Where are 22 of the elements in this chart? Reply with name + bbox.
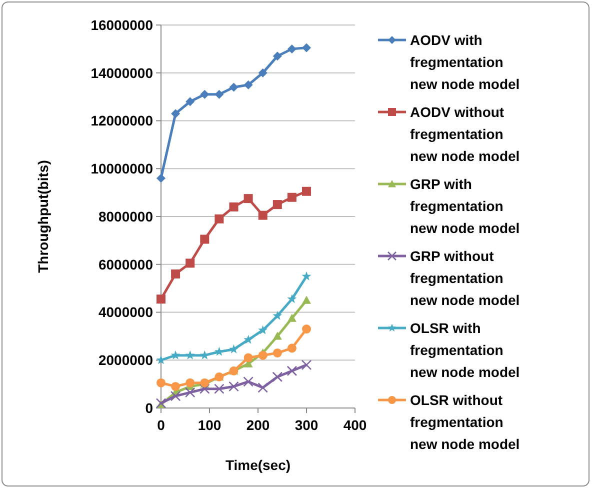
legend-label: GRP without fregmentation new node model [410, 248, 520, 308]
x-axis-title: Time(sec) [225, 457, 291, 473]
y-tick-label: 16000000 [90, 16, 154, 33]
y-tick-label: 6000000 [98, 256, 154, 272]
y-tick-label: 2000000 [98, 352, 154, 368]
y-tick-label: 10000000 [90, 160, 154, 177]
x-tick-label: 0 [157, 417, 166, 433]
y-tick-label: 0 [145, 400, 154, 416]
legend-label: AODV without fregmentation new node model [410, 104, 520, 164]
legend-label: AODV with fregmentation new node model [410, 32, 520, 92]
y-tick-label: 8000000 [98, 208, 154, 224]
legend-label: GRP with fregmentation new node model [410, 176, 520, 236]
x-tick-label: 200 [246, 417, 270, 433]
legend-label: OLSR with fregmentation new node model [410, 320, 520, 380]
x-tick-label: 400 [343, 417, 367, 433]
y-tick-label: 12000000 [90, 112, 154, 129]
y-tick-label: 14000000 [90, 64, 154, 81]
x-tick-label: 100 [198, 417, 222, 433]
y-axis-title: Throughput(bits) [35, 160, 51, 273]
y-tick-label: 4000000 [98, 304, 154, 320]
legend-label: OLSR without fregmentation new node model [410, 392, 520, 452]
x-tick-label: 300 [294, 417, 318, 433]
